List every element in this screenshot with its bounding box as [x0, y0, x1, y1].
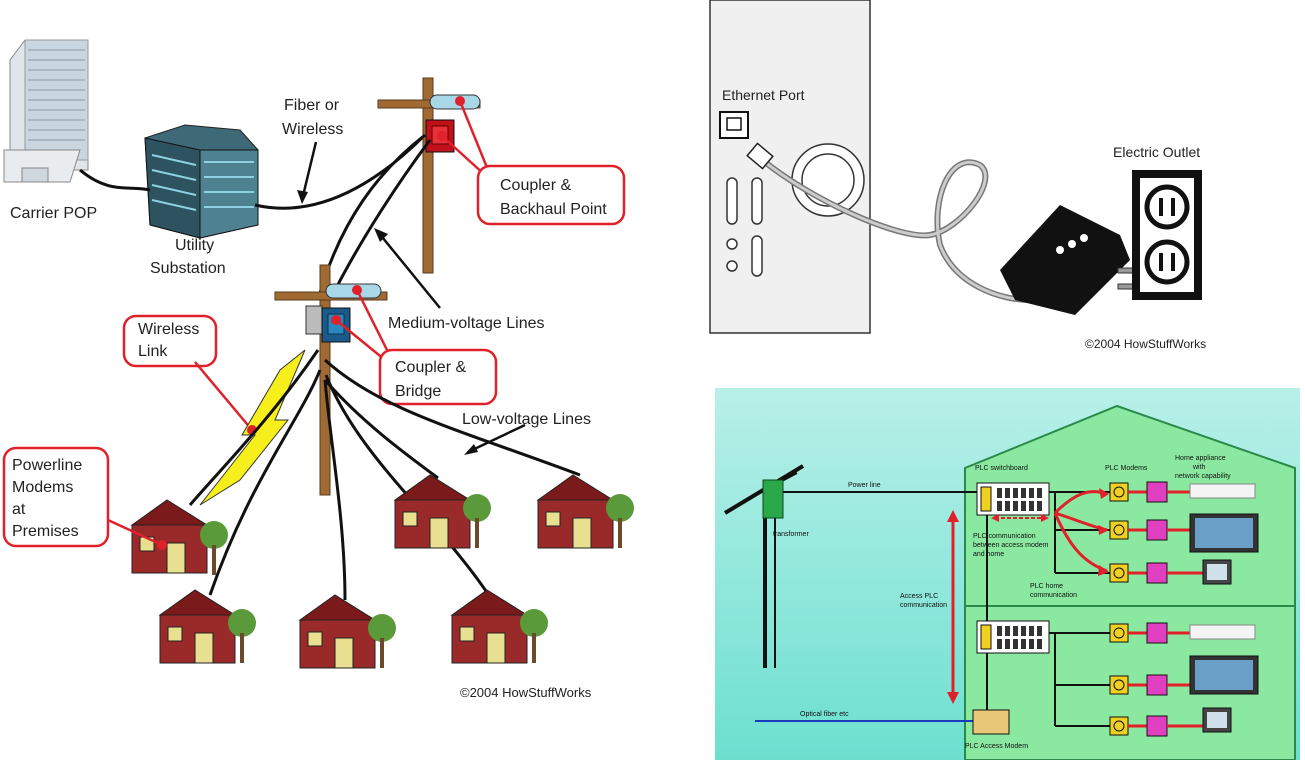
- plc-access-modem-label: PLC Access Modem: [965, 743, 1028, 750]
- top-right-copyright: ©2004 HowStuffWorks: [1085, 337, 1206, 351]
- carrier-pop-label: Carrier POP: [10, 205, 97, 222]
- house-icon: [536, 474, 634, 549]
- plc-comm-label-1: PLC communication: [973, 533, 1036, 540]
- optical-fiber-label: Optical fiber etc: [800, 711, 849, 718]
- electric-outlet-label: Electric Outlet: [1113, 144, 1200, 160]
- home-modem-connection-diagram: Ethernet Port Electric Outlet ©2004 HowS…: [700, 0, 1300, 370]
- outlet-modem-row: [1109, 707, 1232, 737]
- carrier-pop-building-icon: [3, 39, 89, 183]
- ethernet-port-icon: [719, 111, 749, 139]
- coupler-backhaul-callout: [476, 164, 626, 226]
- upper-switchboard-icon: [976, 482, 1050, 516]
- outlet-modem-row: [1109, 655, 1259, 696]
- left-copyright: ©2004 HowStuffWorks: [460, 685, 592, 700]
- plc-home-label-1: PLC home: [1030, 583, 1063, 590]
- coupler-bridge-label-1: Coupler &: [395, 359, 466, 376]
- outlet-modem-row: [1109, 513, 1259, 553]
- powerline-label-2: Modems: [12, 479, 73, 496]
- home-appliance-label-2: with: [1192, 464, 1206, 471]
- electric-outlet-icon: [1132, 170, 1202, 300]
- powerline-modem-icon: [1000, 205, 1141, 315]
- utility-substation-label-1: Utility: [175, 237, 214, 254]
- plc-access-modem-icon: [972, 709, 1010, 735]
- plc-switchboard-label: PLC switchboard: [975, 465, 1028, 472]
- ethernet-plug-icon: [746, 142, 774, 170]
- coupler-bridge-label-2: Bridge: [395, 383, 441, 400]
- plc-comm-label-2: between access modem: [973, 542, 1049, 549]
- powerline-network-diagram: Carrier POP Utility Substation Fiber or …: [2, 39, 634, 700]
- wireless-link-label-2: Link: [138, 343, 168, 360]
- coupler-backhaul-label-2: Backhaul Point: [500, 201, 607, 218]
- fiber-label-2: Wireless: [282, 121, 343, 138]
- low-voltage-label: Low-voltage Lines: [462, 411, 591, 428]
- powerline-label-1: Powerline: [12, 457, 82, 474]
- utility-substation-label-2: Substation: [150, 260, 226, 277]
- house-icon: [130, 499, 228, 575]
- lower-switchboard-icon: [976, 620, 1050, 654]
- coupler-bridge-callout: [378, 348, 498, 406]
- powerline-label-4: Premises: [12, 523, 79, 540]
- fiber-label-1: Fiber or: [284, 97, 340, 114]
- outlet-modem-row: [1109, 622, 1256, 644]
- plc-home-network-diagram: Home appliance with network capability P…: [715, 388, 1300, 760]
- access-plc-label-2: communication: [900, 602, 947, 609]
- home-appliance-label-3: network capability: [1175, 473, 1231, 480]
- top-utility-pole-icon: [377, 77, 481, 274]
- plc-modems-label: PLC Modems: [1105, 465, 1148, 472]
- powerline-modems-callout: [2, 446, 110, 548]
- plc-home-label-2: communication: [1030, 592, 1077, 599]
- outlet-modem-row: [1109, 559, 1232, 585]
- plc-comm-label-3: and home: [973, 551, 1004, 558]
- house-icon: [158, 589, 256, 664]
- access-plc-label-1: Access PLC: [900, 593, 938, 600]
- medium-voltage-label: Medium-voltage Lines: [388, 315, 545, 332]
- wireless-link-callout: [122, 314, 218, 368]
- house-icon: [298, 594, 396, 669]
- ethernet-port-label: Ethernet Port: [722, 87, 805, 103]
- coupler-backhaul-label-1: Coupler &: [500, 177, 571, 194]
- house-icon: [450, 589, 548, 664]
- house-icon: [393, 474, 491, 549]
- house-outline: [964, 404, 1296, 760]
- transformer-pole-icon: [723, 464, 805, 668]
- home-appliance-label-1: Home appliance: [1175, 455, 1226, 462]
- substation-building-icon: [144, 124, 259, 239]
- transformer-label: transformer: [773, 531, 809, 538]
- wireless-link-label-1: Wireless: [138, 321, 199, 338]
- power-line-label: Power line: [848, 482, 881, 489]
- outlet-modem-row: [1109, 481, 1256, 503]
- powerline-label-3: at: [12, 501, 26, 518]
